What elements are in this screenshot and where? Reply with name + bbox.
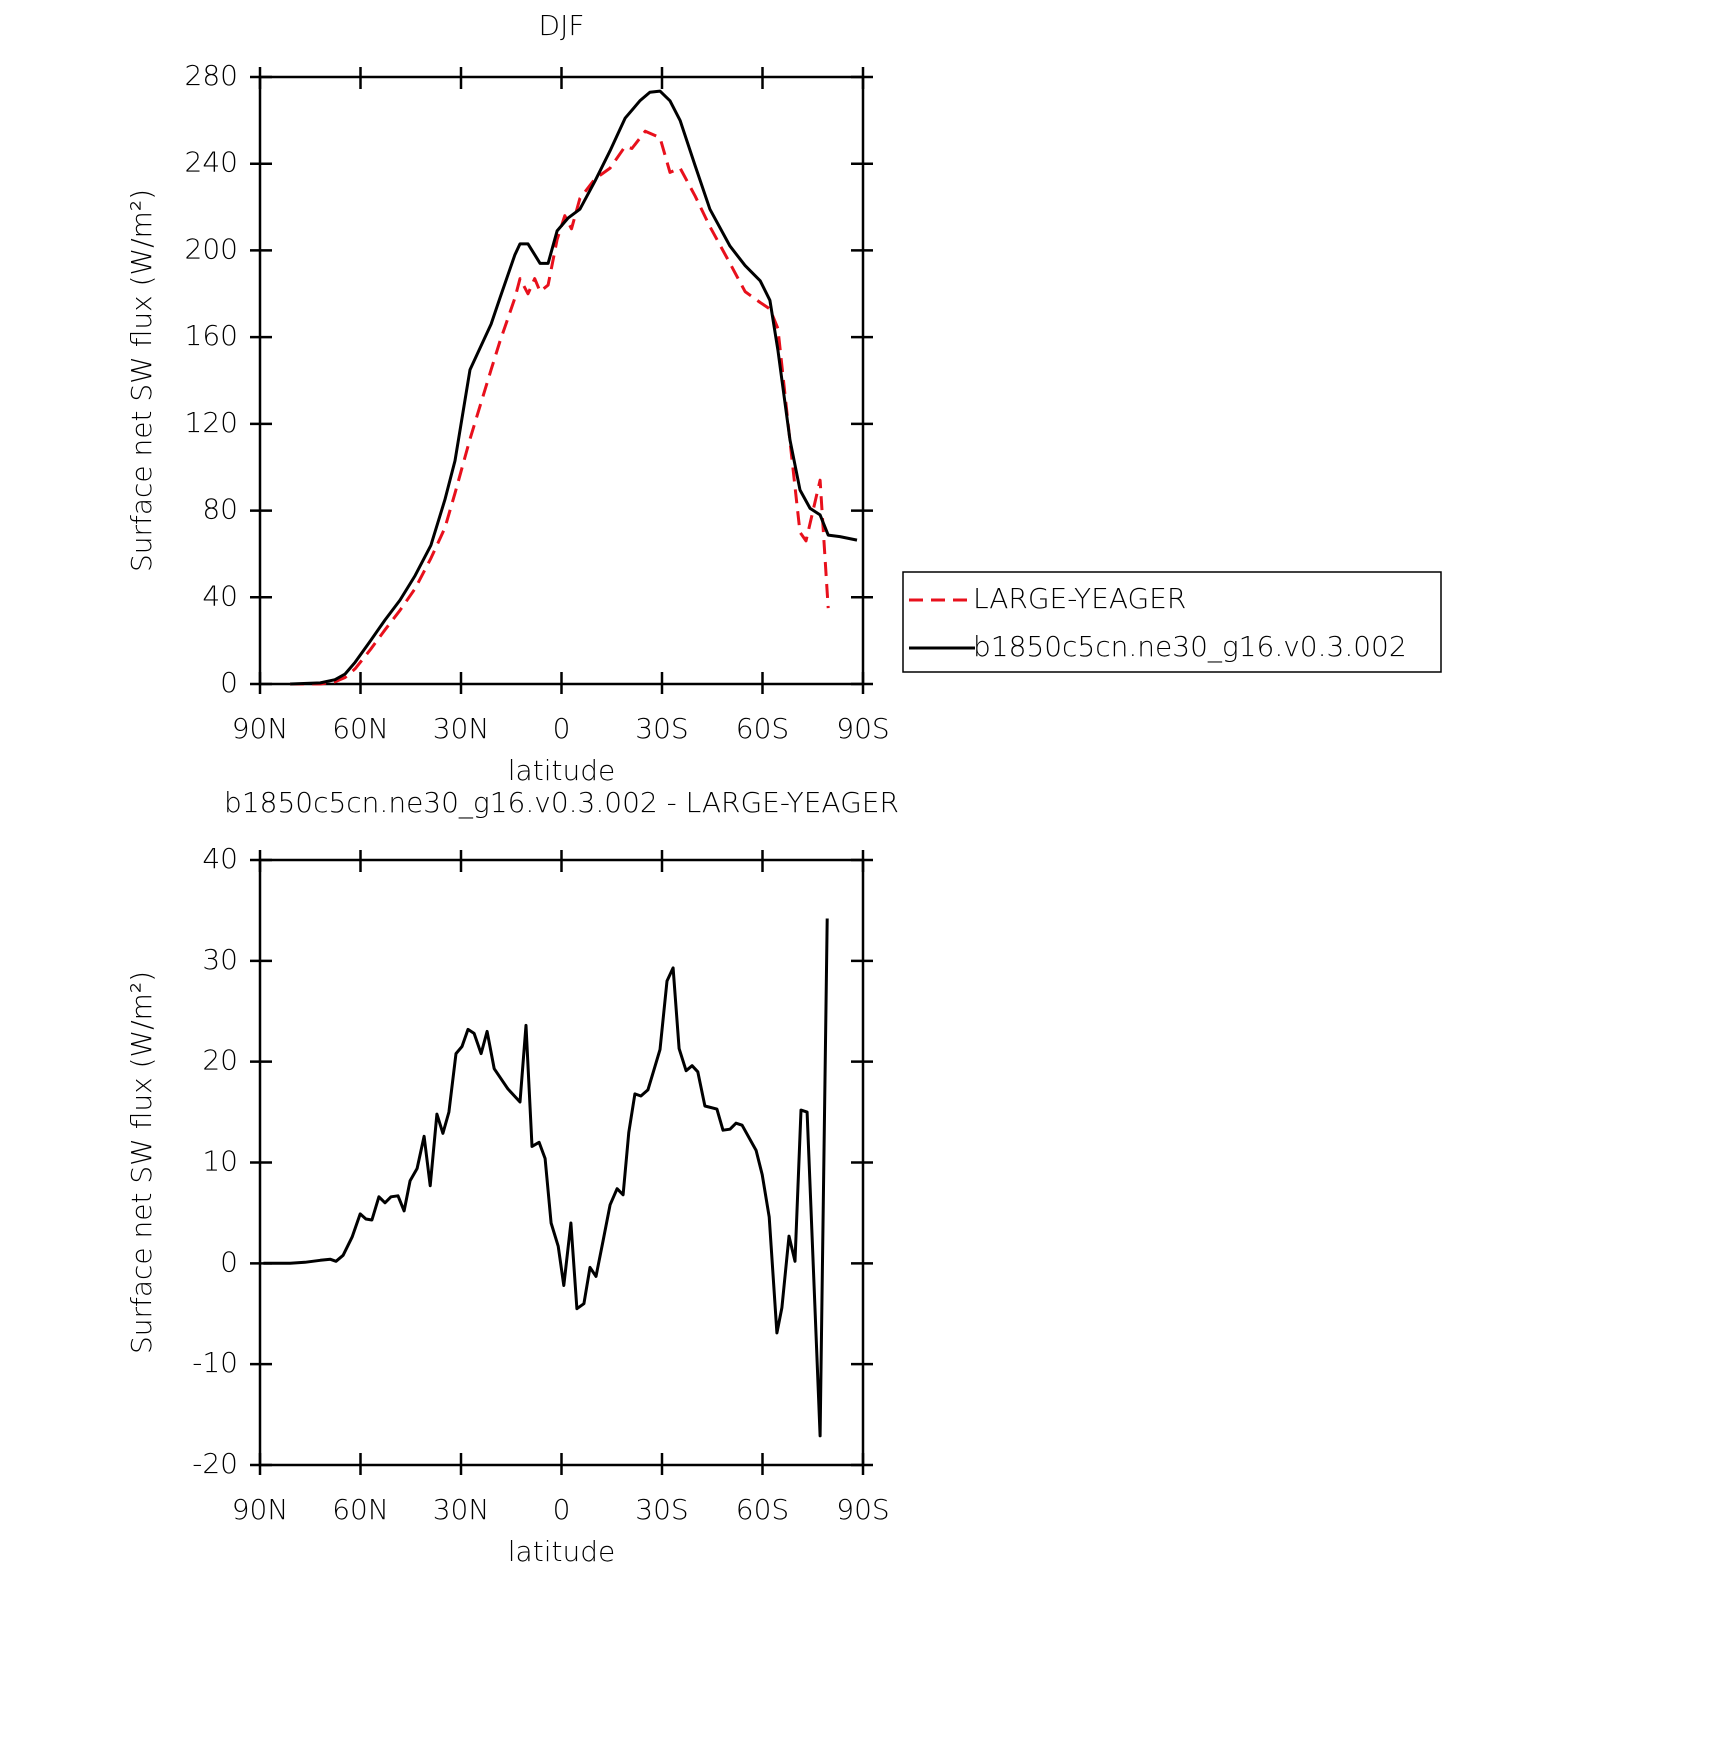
x-tick-label: 60S: [736, 1493, 789, 1526]
x-tick-label: 30N: [433, 712, 490, 745]
y-tick-label: 280: [185, 59, 238, 92]
y-tick-label: 240: [185, 146, 238, 179]
x-tick-label: 60S: [736, 712, 789, 745]
plot-frame: [258, 858, 865, 1467]
legend-label: b1850c5cn.ne30_g16.v0.3.002: [973, 630, 1407, 664]
chart-title: b1850c5cn.ne30_g16.v0.3.002 - LARGE-YEAG…: [224, 786, 899, 820]
plot-frame: [258, 75, 865, 686]
x-tick-label: 0: [553, 712, 571, 745]
legend: LARGE-YEAGER b1850c5cn.ne30_g16.v0.3.002: [902, 571, 1442, 673]
x-tick-label: 90N: [232, 1493, 289, 1526]
x-tick-label: 90S: [836, 1493, 889, 1526]
x-tick-label: 90N: [232, 712, 289, 745]
y-tick-label: 40: [202, 579, 238, 612]
y-tick-label: 0: [220, 666, 238, 699]
x-tick-label: 0: [553, 1493, 571, 1526]
y-tick-label: 200: [185, 232, 238, 265]
x-tick-label: 30N: [433, 1493, 490, 1526]
y-tick-label: 40: [202, 842, 238, 875]
y-tick-label: 80: [202, 493, 238, 526]
data-line: [290, 89, 858, 686]
y-tick-label: 0: [220, 1245, 238, 1278]
legend-label: LARGE-YEAGER: [973, 582, 1186, 615]
y-tick-label: -20: [192, 1447, 238, 1480]
data-line: [290, 129, 830, 686]
x-tick-label: 60N: [332, 712, 389, 745]
y-tick-label: 160: [185, 319, 238, 352]
y-tick-label: 120: [185, 406, 238, 439]
y-tick-label: 20: [202, 1044, 238, 1077]
x-tick-label: 90S: [836, 712, 889, 745]
x-tick-label: 30S: [635, 1493, 688, 1526]
legend-box: [902, 571, 1442, 673]
y-axis-label: Surface net SW flux (W/m²): [125, 971, 158, 1354]
y-tick-label: 10: [202, 1145, 238, 1178]
x-axis-label: latitude: [508, 1535, 615, 1568]
chart-title: DJF: [539, 9, 585, 42]
y-tick-label: -10: [192, 1346, 238, 1379]
data-line: [263, 918, 829, 1438]
x-axis-label: latitude: [508, 754, 615, 787]
y-axis-label: Surface net SW flux (W/m²): [125, 189, 158, 572]
x-tick-label: 30S: [635, 712, 688, 745]
x-tick-label: 60N: [332, 1493, 389, 1526]
y-tick-label: 30: [202, 943, 238, 976]
